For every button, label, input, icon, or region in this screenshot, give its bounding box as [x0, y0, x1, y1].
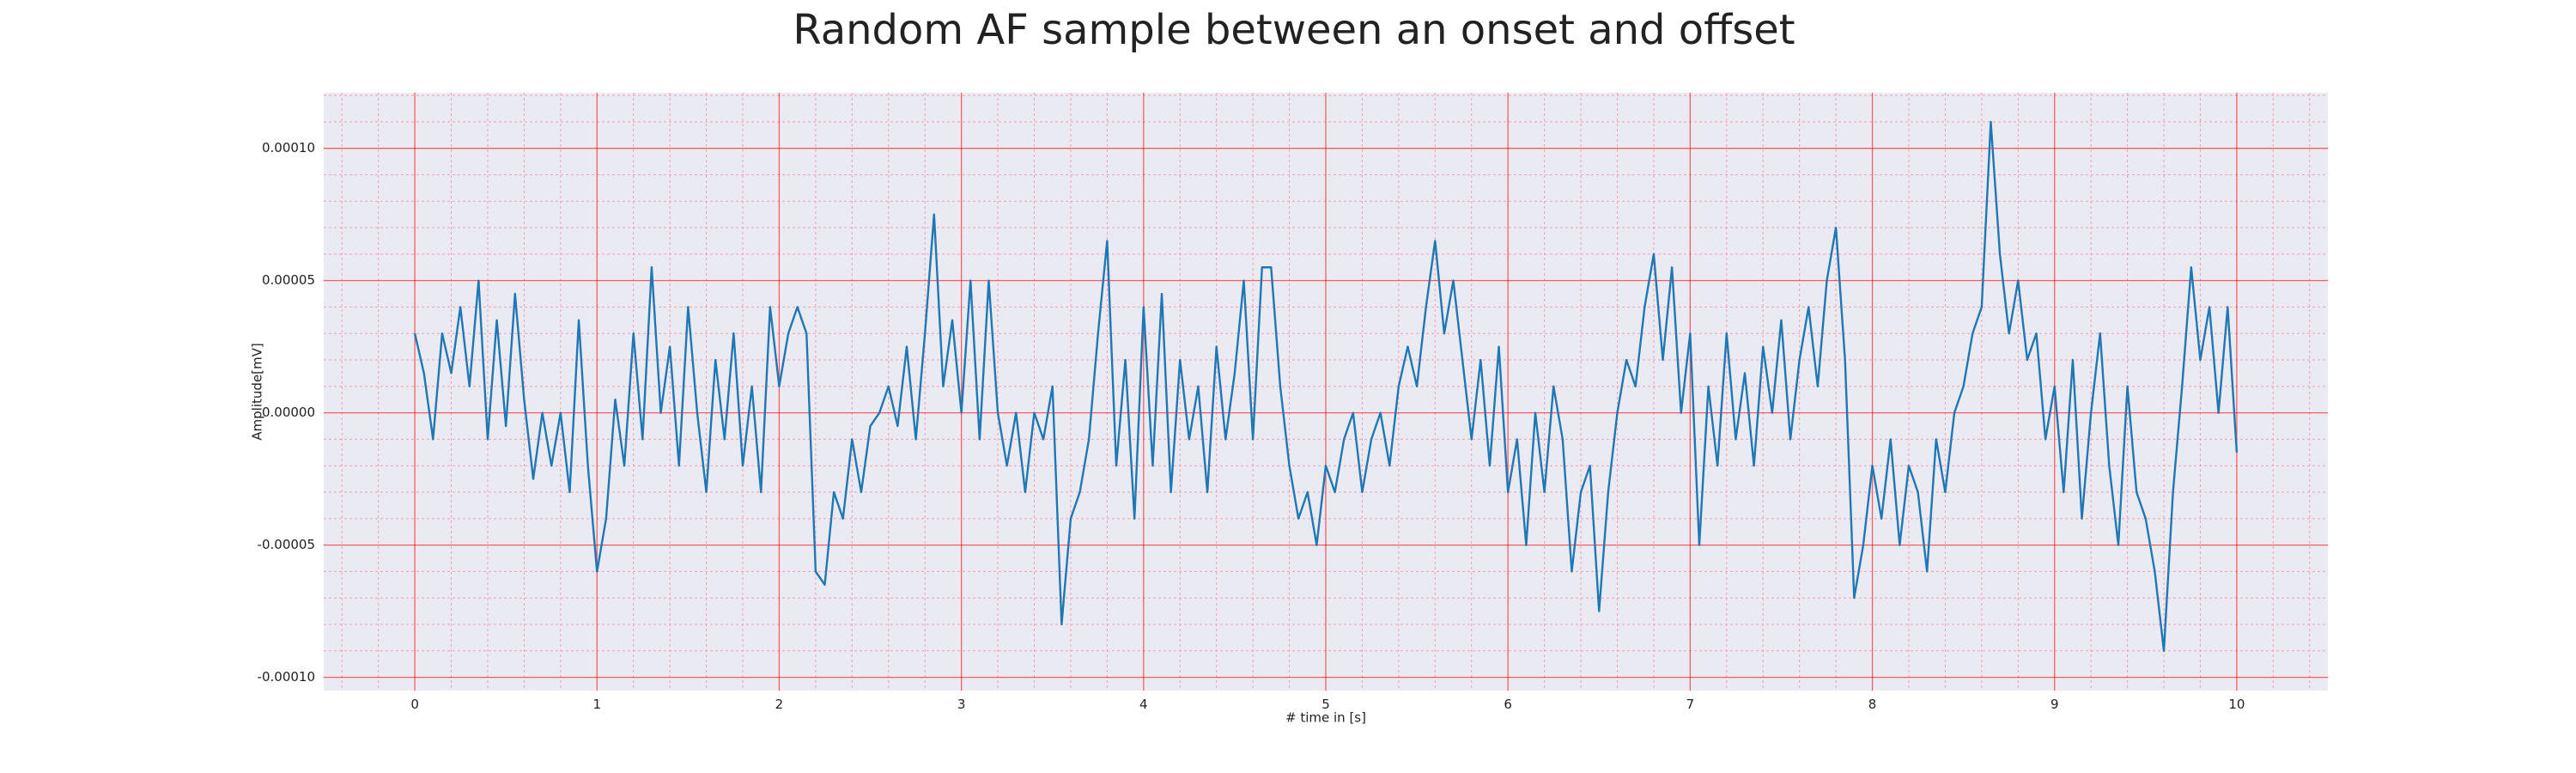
x-tick-label: 6	[1504, 697, 1512, 712]
y-tick-label: 0.00000	[262, 405, 315, 420]
x-tick-label: 8	[1868, 697, 1877, 712]
y-tick-label: 0.00005	[262, 272, 315, 288]
x-tick-label: 7	[1686, 697, 1695, 712]
x-tick-label: 3	[957, 697, 966, 712]
x-axis-label: # time in [s]	[1285, 710, 1366, 726]
x-tick-label: 10	[2228, 697, 2245, 712]
y-tick-label: -0.00005	[258, 537, 315, 552]
x-tick-label: 1	[592, 697, 601, 712]
x-tick-label: 9	[2050, 697, 2059, 712]
signal-line	[413, 120, 2239, 653]
x-tick-label: 0	[410, 697, 419, 712]
x-tick-label: 4	[1139, 697, 1148, 712]
chart-title: Random AF sample between an onset and of…	[793, 6, 1795, 54]
y-axis-label: Amplitude[mV]	[250, 343, 265, 440]
x-tick-label: 2	[775, 697, 784, 712]
x-tick-label: 5	[1321, 697, 1330, 712]
y-tick-label: -0.00010	[258, 669, 315, 685]
y-tick-label: 0.00010	[262, 140, 315, 155]
